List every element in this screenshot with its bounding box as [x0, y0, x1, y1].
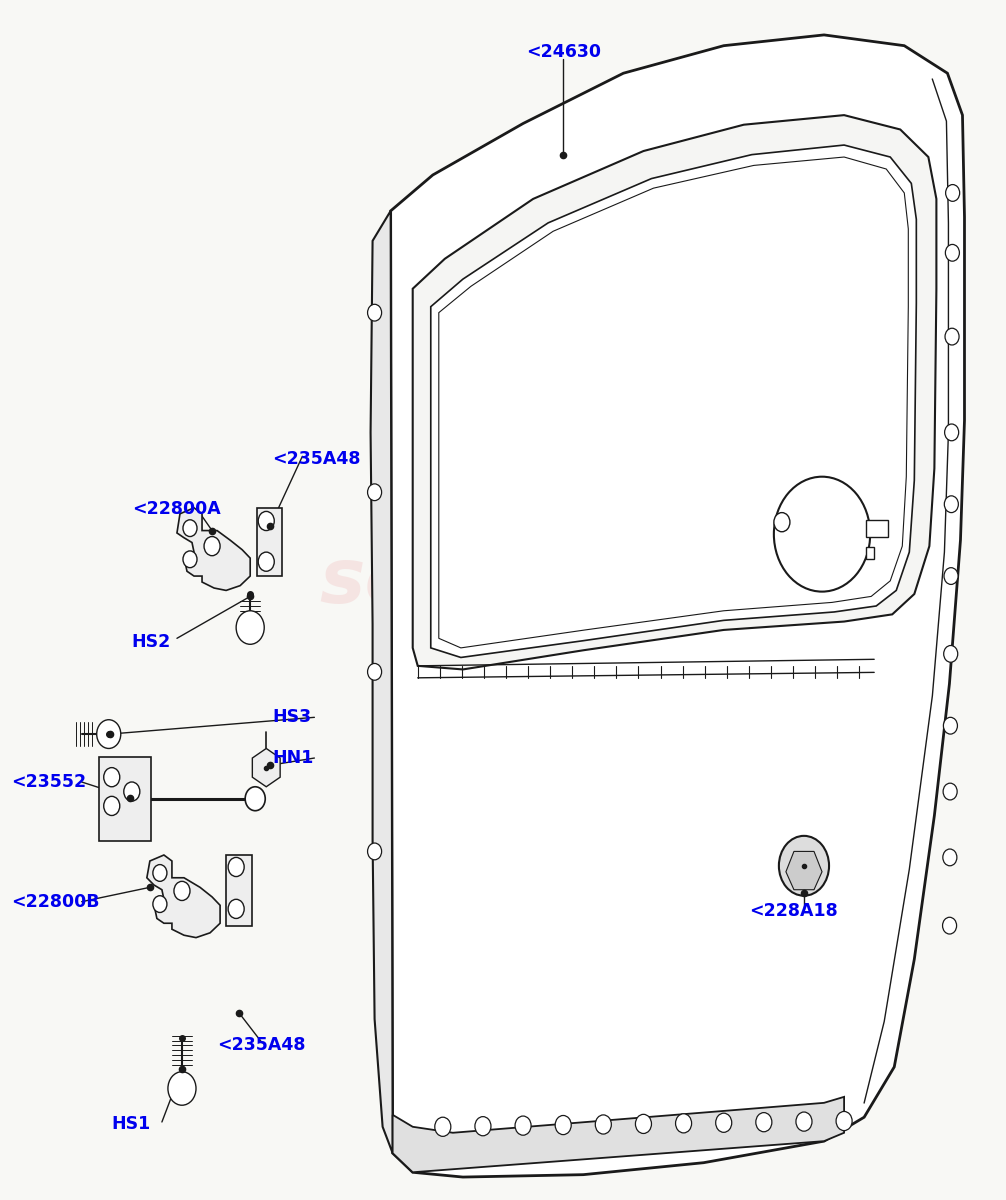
- Circle shape: [596, 1115, 612, 1134]
- Circle shape: [774, 512, 790, 532]
- Circle shape: [153, 864, 167, 881]
- Circle shape: [104, 797, 120, 816]
- FancyBboxPatch shape: [99, 757, 151, 841]
- Circle shape: [367, 484, 381, 500]
- Polygon shape: [258, 508, 283, 576]
- Circle shape: [945, 329, 959, 344]
- Polygon shape: [370, 211, 392, 1153]
- Circle shape: [104, 768, 120, 787]
- Text: <235A48: <235A48: [217, 1037, 306, 1055]
- Circle shape: [435, 1117, 451, 1136]
- Circle shape: [945, 496, 959, 512]
- Text: <228A18: <228A18: [748, 902, 838, 920]
- Circle shape: [228, 858, 244, 876]
- Circle shape: [515, 1116, 531, 1135]
- Circle shape: [944, 646, 958, 662]
- Text: HN1: HN1: [273, 749, 314, 767]
- Circle shape: [367, 664, 381, 680]
- Circle shape: [259, 511, 275, 530]
- Circle shape: [204, 536, 220, 556]
- Circle shape: [944, 718, 958, 734]
- Circle shape: [245, 787, 266, 811]
- Circle shape: [945, 424, 959, 440]
- Polygon shape: [147, 856, 220, 937]
- Text: HS3: HS3: [273, 708, 312, 726]
- Circle shape: [236, 611, 265, 644]
- Circle shape: [153, 895, 167, 912]
- Polygon shape: [392, 1097, 844, 1172]
- Circle shape: [367, 305, 381, 322]
- Circle shape: [636, 1115, 652, 1134]
- Circle shape: [676, 1114, 691, 1133]
- Circle shape: [475, 1117, 491, 1135]
- Circle shape: [944, 568, 958, 584]
- Circle shape: [943, 850, 957, 865]
- Text: scuderia: scuderia: [320, 545, 686, 619]
- Circle shape: [779, 836, 829, 895]
- Text: <22800B: <22800B: [11, 893, 100, 911]
- Bar: [866, 520, 888, 536]
- Circle shape: [774, 476, 870, 592]
- Polygon shape: [431, 145, 916, 658]
- Polygon shape: [226, 856, 253, 925]
- Circle shape: [124, 782, 140, 802]
- Circle shape: [168, 1072, 196, 1105]
- Text: <235A48: <235A48: [273, 450, 361, 468]
- Circle shape: [943, 917, 957, 934]
- Circle shape: [946, 185, 960, 202]
- Circle shape: [715, 1114, 731, 1133]
- Polygon shape: [786, 852, 822, 889]
- Text: <22800A: <22800A: [132, 500, 220, 518]
- Text: c a r p a r t s: c a r p a r t s: [396, 661, 610, 695]
- Circle shape: [174, 881, 190, 900]
- Text: <24630: <24630: [526, 43, 601, 61]
- Bar: [866, 547, 874, 559]
- Text: HS2: HS2: [132, 632, 171, 650]
- Circle shape: [946, 245, 960, 262]
- Circle shape: [367, 844, 381, 859]
- Text: <23552: <23552: [11, 773, 87, 791]
- Polygon shape: [390, 35, 965, 1177]
- Polygon shape: [412, 115, 937, 670]
- Text: HS1: HS1: [112, 1115, 151, 1133]
- Circle shape: [836, 1111, 852, 1130]
- Circle shape: [228, 899, 244, 918]
- Circle shape: [183, 551, 197, 568]
- Circle shape: [183, 520, 197, 536]
- Circle shape: [259, 552, 275, 571]
- Polygon shape: [177, 508, 250, 590]
- Circle shape: [756, 1112, 772, 1132]
- Circle shape: [555, 1116, 571, 1135]
- Circle shape: [943, 784, 957, 800]
- Circle shape: [796, 1112, 812, 1132]
- Circle shape: [97, 720, 121, 749]
